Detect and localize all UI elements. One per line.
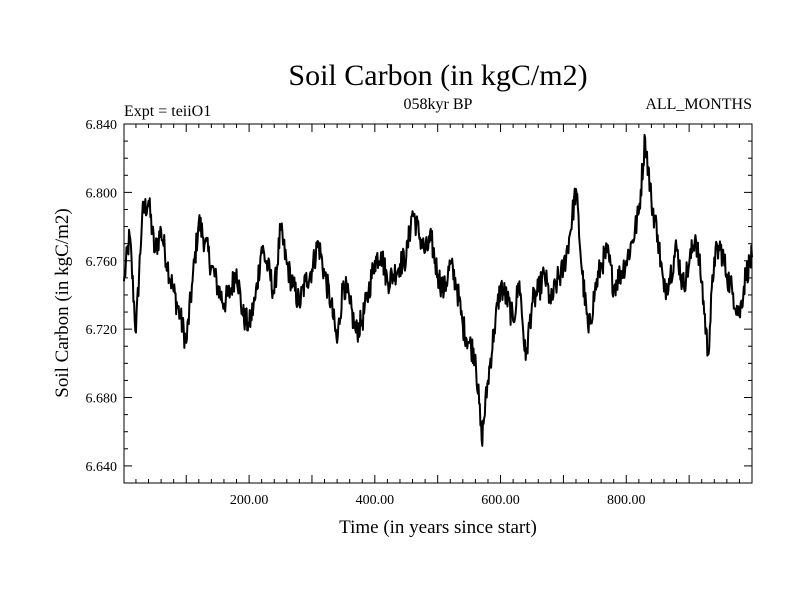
y-tick-label: 6.840 [86,118,118,133]
period-label: 058kyr BP [404,96,473,113]
months-label: ALL_MONTHS [645,96,752,113]
x-tick-label: 400.00 [356,493,395,508]
y-tick-label: 6.680 [86,392,118,407]
y-tick-label: 6.760 [86,255,118,270]
y-tick-labels: 6.640 6.680 6.720 6.760 6.800 6.840 [86,118,118,475]
x-tick-label: 200.00 [230,493,269,508]
y-tick-label: 6.800 [86,186,118,201]
y-tick-label: 6.720 [86,323,118,338]
plot-frame [123,123,753,484]
y-axis-label: Soil Carbon (in kgC/m2) [52,208,73,397]
y-tick-label: 6.640 [86,460,118,475]
x-tick-label: 600.00 [481,493,520,508]
axis-ticks [124,124,752,483]
x-tick-label: 800.00 [607,493,646,508]
x-axis-label: Time (in years since start) [339,517,537,538]
soil-carbon-series-line [123,133,753,447]
x-tick-labels: 200.00 400.00 600.00 800.00 [230,493,646,508]
experiment-label: Expt = teiiO1 [124,103,211,120]
chart-title: Soil Carbon (in kgC/m2) [288,59,587,92]
